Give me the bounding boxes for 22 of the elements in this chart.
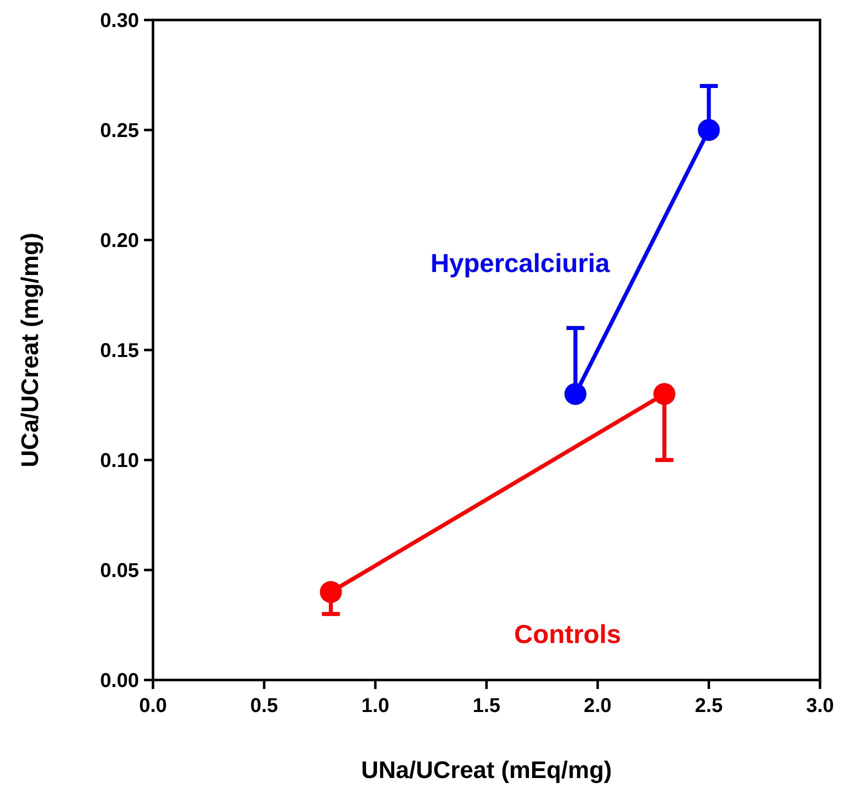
point [564, 383, 586, 405]
x-axis-title: UNa/UCreat (mEq/mg) [361, 757, 612, 784]
x-tick-label: 0.5 [250, 695, 278, 717]
x-tick-label: 3.0 [806, 695, 834, 717]
y-tick-label: 0.00 [100, 670, 139, 692]
series-label: Hypercalciuria [430, 248, 610, 278]
point [653, 383, 676, 405]
y-tick-label: 0.15 [100, 340, 139, 362]
y-axis-title: UCa/UCreat (mg/mg) [17, 232, 44, 468]
point [320, 581, 342, 603]
x-tick-label: 2.5 [694, 695, 723, 717]
y-tick-label: 0.05 [100, 560, 139, 582]
x-tick-label: 0.0 [139, 695, 167, 717]
text: Controls [514, 619, 622, 649]
x-tick-label: 2.0 [584, 695, 612, 717]
x-tick-label: 1.5 [472, 695, 500, 717]
y-tick-label: 0.30 [100, 10, 139, 32]
y-tick-label: 0.25 [100, 120, 139, 142]
y-tick-label: 0.10 [100, 450, 139, 472]
point [698, 119, 720, 141]
y-tick-label: 0.20 [100, 230, 139, 252]
x-tick-label: 1.0 [361, 695, 390, 717]
